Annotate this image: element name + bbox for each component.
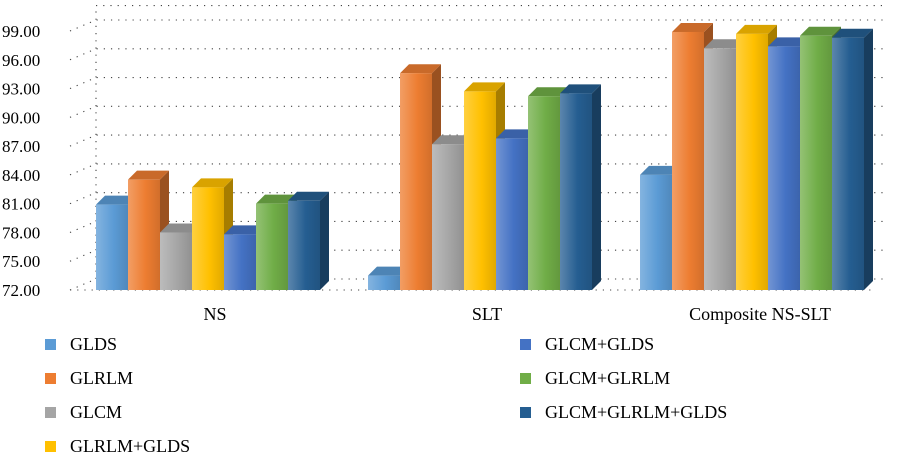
x-axis-categories: NS SLT Composite NS-SLT	[203, 304, 830, 324]
bar-front	[464, 91, 496, 290]
bar-top	[704, 39, 745, 49]
y-axis-ticks: 72.00 75.00 78.00 81.00 84.00 87.00 90.0…	[2, 22, 40, 300]
bar-top	[288, 191, 329, 201]
x-category-label: Composite NS-SLT	[689, 304, 831, 324]
y-tick-label: 81.00	[2, 195, 40, 214]
grid-line	[69, 105, 886, 118]
bar-top	[128, 170, 169, 180]
bar-side	[864, 28, 873, 291]
bar-top	[832, 28, 873, 38]
bar-front	[736, 33, 768, 290]
grid-line	[69, 249, 886, 262]
bar-front	[192, 187, 224, 290]
bar-front	[640, 174, 672, 290]
bar	[832, 28, 873, 291]
bar	[192, 178, 233, 290]
grid-line	[69, 163, 886, 176]
y-tick-label: 78.00	[2, 223, 40, 242]
bar-front	[400, 73, 432, 291]
y-tick-label: 93.00	[2, 80, 40, 99]
grid-line	[69, 134, 886, 147]
bar-top	[560, 84, 601, 94]
bar-front	[800, 35, 832, 290]
bar-top	[528, 87, 569, 97]
grid-line	[69, 19, 886, 32]
bar	[288, 191, 329, 290]
bar-top	[432, 135, 473, 145]
bar-front	[496, 138, 528, 290]
bar	[560, 84, 601, 290]
bar-front	[560, 93, 592, 290]
y-tick-label: 72.00	[2, 281, 40, 300]
bar-front	[224, 234, 256, 290]
bar-top	[672, 22, 713, 32]
bar-top	[736, 24, 777, 34]
bar-front	[432, 144, 464, 290]
y-tick-label: 87.00	[2, 137, 40, 156]
grid-line	[69, 48, 886, 61]
floor-line	[69, 278, 886, 291]
x-category-label: SLT	[472, 304, 502, 324]
bar-top	[640, 165, 681, 175]
bar-front	[704, 48, 736, 291]
bar-front	[368, 275, 400, 290]
bar-top	[496, 129, 537, 139]
bar-front	[832, 37, 864, 290]
bar-top	[768, 37, 809, 47]
bar-top	[800, 26, 841, 36]
bar-front	[288, 200, 320, 290]
bar-side	[320, 191, 329, 290]
y-tick-label: 96.00	[2, 51, 40, 70]
bar-top	[368, 266, 409, 276]
y-tick-label: 84.00	[2, 166, 40, 185]
bar-top	[96, 195, 137, 205]
bar-top	[400, 64, 441, 74]
x-category-label: NS	[203, 304, 226, 324]
bar	[368, 266, 409, 290]
bars	[96, 22, 873, 291]
grid-line	[69, 220, 886, 233]
bar-top	[464, 82, 505, 92]
grid-lines	[69, 5, 886, 291]
bar-front	[96, 204, 128, 290]
bar-top	[160, 223, 201, 233]
bar-front	[672, 31, 704, 290]
y-tick-label: 99.00	[2, 22, 40, 41]
bar-front	[768, 46, 800, 291]
bar-side	[592, 84, 601, 290]
grid-line	[69, 192, 886, 205]
bar-top	[224, 225, 265, 235]
bar-top	[192, 178, 233, 188]
y-tick-label: 90.00	[2, 108, 40, 127]
bar-front	[128, 179, 160, 290]
bar-top	[256, 194, 297, 204]
bar-front	[256, 203, 288, 290]
grid-line	[69, 77, 886, 90]
y-tick-label: 75.00	[2, 252, 40, 271]
bar	[496, 129, 537, 290]
bar-front	[160, 232, 192, 290]
bar-front	[528, 96, 560, 290]
